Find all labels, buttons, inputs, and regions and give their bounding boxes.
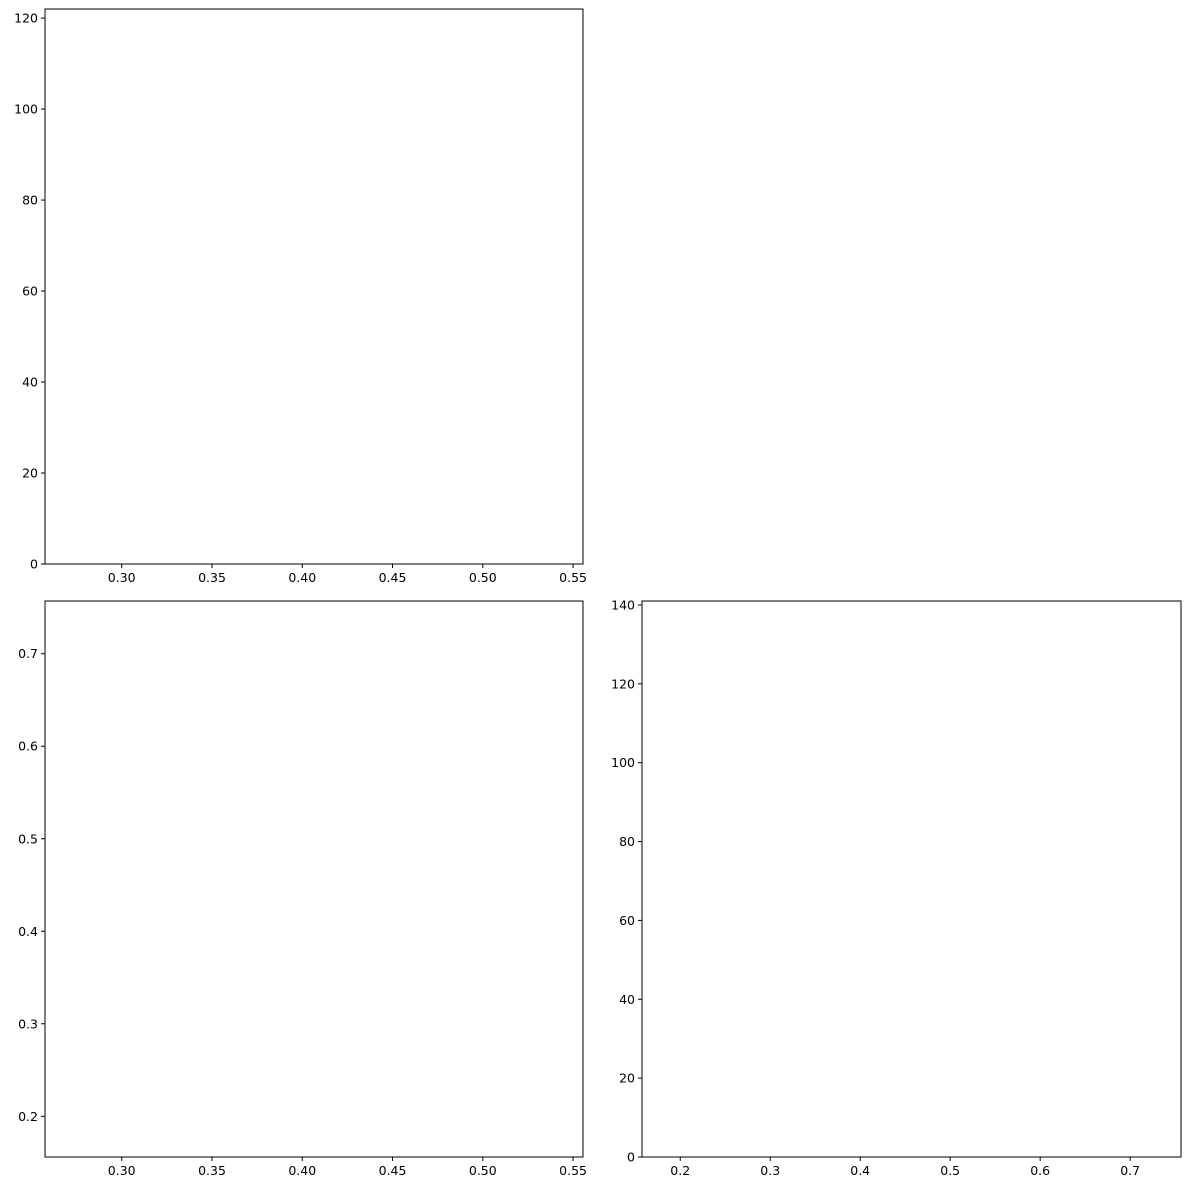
y-tick-label: 0.3 <box>18 1016 38 1031</box>
y-tick-label: 40 <box>22 375 38 390</box>
x-tick-label: 0.35 <box>198 1163 226 1178</box>
x-tick-label: 0.40 <box>288 570 316 585</box>
axes-frame <box>641 600 1182 1158</box>
y-tick-label: 0.7 <box>18 646 38 661</box>
x-tick-label: 0.30 <box>108 570 136 585</box>
y-tick-label: 100 <box>14 102 38 117</box>
y-tick-label: 100 <box>611 755 635 770</box>
x-tick-label: 0.2 <box>670 1163 690 1178</box>
x-tick-label: 0.7 <box>1120 1163 1140 1178</box>
axes-frame <box>44 600 584 1158</box>
axes-scatter: 0.30 0.35 0.40 0.45 0.50 0.55 0.2 0.3 0.4 0.5 0.6 0… <box>18 600 587 1178</box>
y-tick-label: 20 <box>619 1071 635 1086</box>
y-tick-label: 80 <box>619 834 635 849</box>
x-tick-label: 0.50 <box>469 1163 497 1178</box>
axes-frame <box>44 8 584 565</box>
y-tick-label: 60 <box>22 284 38 299</box>
axes-hist-x: 0.30 0.35 0.40 0.45 0.50 0.55 0 20 40 60 80 100 120 <box>14 8 587 585</box>
y-tick-label: 0.2 <box>18 1109 38 1124</box>
x-tick-label: 0.5 <box>940 1163 960 1178</box>
y-tick-label: 40 <box>619 992 635 1007</box>
y-tick-label: 0.5 <box>18 831 38 846</box>
y-tick-label: 20 <box>22 466 38 481</box>
y-tick-label: 120 <box>611 676 635 691</box>
x-tick-label: 0.3 <box>760 1163 780 1178</box>
y-tick-label: 120 <box>14 11 38 26</box>
x-tick-label: 0.45 <box>379 1163 407 1178</box>
x-tick-label: 0.6 <box>1030 1163 1050 1178</box>
x-tick-label: 0.35 <box>198 570 226 585</box>
x-tick-label: 0.40 <box>288 1163 316 1178</box>
x-tick-label: 0.45 <box>379 570 407 585</box>
y-tick-label: 0 <box>627 1150 635 1165</box>
y-tick-label: 0 <box>30 557 38 572</box>
x-tick-label: 0.55 <box>559 1163 587 1178</box>
axes-hist-y: 0.2 0.3 0.4 0.5 0.6 0.7 0 20 40 60 80 100 120 140 <box>611 597 1182 1178</box>
x-tick-label: 0.4 <box>850 1163 870 1178</box>
x-tick-label: 0.50 <box>469 570 497 585</box>
y-tick-label: 0.4 <box>18 924 38 939</box>
x-tick-label: 0.55 <box>559 570 587 585</box>
y-tick-label: 140 <box>611 597 635 612</box>
y-tick-label: 80 <box>22 193 38 208</box>
y-tick-label: 0.6 <box>18 739 38 754</box>
y-tick-label: 60 <box>619 913 635 928</box>
x-tick-label: 0.30 <box>108 1163 136 1178</box>
